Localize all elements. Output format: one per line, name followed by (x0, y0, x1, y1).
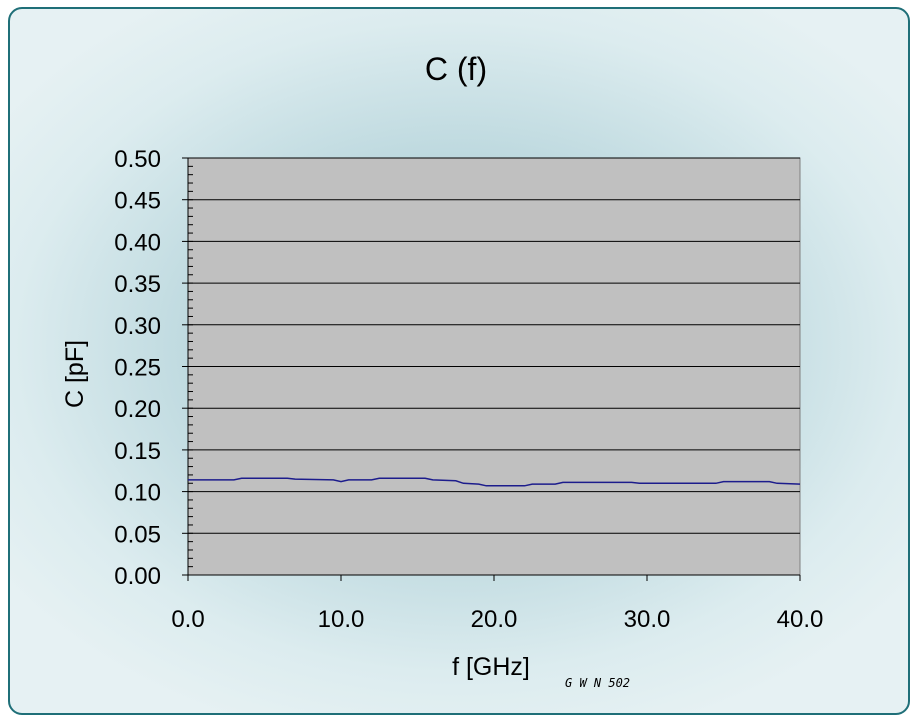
x-tick-label: 0.0 (171, 606, 204, 633)
y-tick-label: 0.15 (114, 438, 161, 465)
chart-title: C (f) (425, 51, 487, 87)
x-tick-label: 30.0 (624, 606, 671, 633)
y-tick-label: 0.00 (114, 563, 161, 590)
y-tick-label: 0.50 (114, 146, 161, 173)
y-axis-label: C [pF] (61, 340, 89, 408)
chart-annotation: G W N 502 (565, 676, 630, 690)
y-axis: 0.00 0.05 0.10 0.15 0.20 0.25 0.30 0.35 0.40 0.45… (114, 146, 193, 590)
y-tick-label: 0.40 (114, 229, 161, 256)
y-tick-label: 0.45 (114, 188, 161, 215)
y-tick-label: 0.25 (114, 355, 161, 382)
y-tick-label: 0.10 (114, 480, 161, 507)
y-tick-label: 0.05 (114, 521, 161, 548)
x-tick-label: 40.0 (777, 606, 824, 633)
y-tick-label: 0.35 (114, 271, 161, 298)
x-axis-label: f [GHz] (452, 653, 530, 681)
y-tick-label: 0.30 (114, 313, 161, 340)
x-axis: 0.0 10.0 20.0 30.0 40.0 (171, 574, 824, 633)
x-tick-label: 20.0 (471, 606, 518, 633)
x-tick-label: 10.0 (318, 606, 365, 633)
chart-frame: C (f) 0.00 0.05 0.10 0.15 0.20 0.25 0.30 0.35 0.… (8, 7, 910, 715)
chart: C (f) 0.000.050.100.150.200.250.300.350.… (61, 51, 824, 690)
series-line (188, 477, 801, 487)
y-tick-label: 0.20 (114, 396, 161, 423)
gridlines (188, 157, 800, 534)
